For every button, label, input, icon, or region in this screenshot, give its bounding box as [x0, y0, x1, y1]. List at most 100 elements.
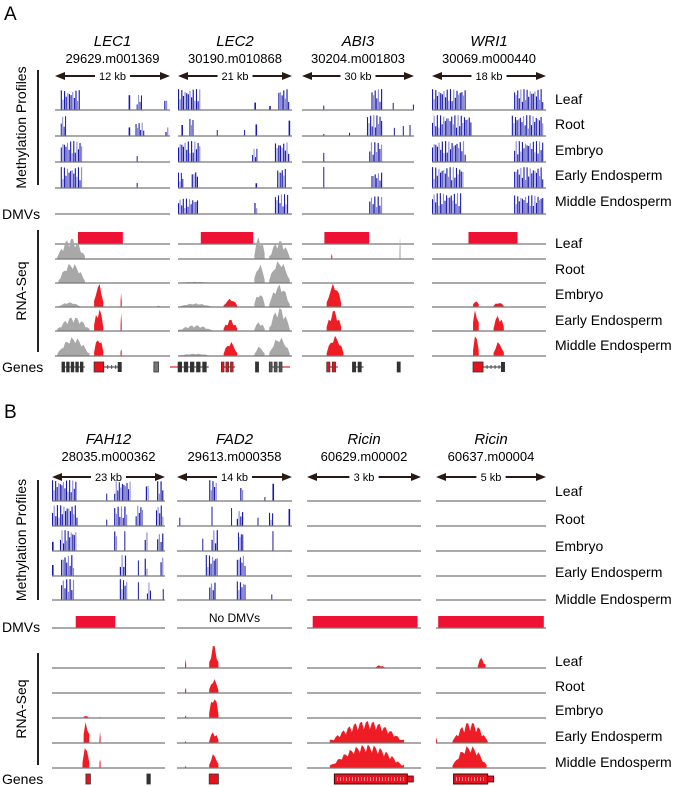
methylation-bar [71, 555, 73, 576]
gene-model-exon [66, 361, 70, 373]
gene-model-exon [196, 361, 201, 373]
methylation-bar [458, 206, 460, 214]
methylation-bar [61, 485, 63, 501]
methylation-bar [517, 169, 519, 188]
rnaseq-coverage-gene [120, 312, 122, 331]
methylation-bar [117, 506, 119, 526]
methylation-bar [70, 95, 72, 110]
methylation-bar [53, 490, 55, 501]
methylation-bar [370, 197, 373, 214]
methylation-bar [147, 486, 149, 501]
methylation-bar [216, 130, 218, 136]
rnaseq-coverage-other [254, 295, 265, 307]
methylation-bar [438, 127, 440, 136]
rnaseq-coverage-gene [185, 658, 187, 668]
methylation-bar [323, 133, 325, 136]
methylation-bar [123, 484, 125, 501]
methylation-bar [61, 559, 63, 576]
methylation-bar [157, 539, 159, 551]
methylation-bar [432, 147, 434, 162]
methylation-bar [540, 150, 542, 162]
methylation-bar [122, 580, 125, 600]
arrow-left-icon [302, 72, 312, 80]
methylation-bar [72, 568, 75, 576]
rnaseq-coverage-gene [209, 699, 219, 718]
methylation-bar [438, 205, 440, 214]
methylation-bar [269, 106, 271, 110]
methylation-bar [540, 89, 542, 110]
methylation-bar [207, 567, 209, 576]
methylation-bar [442, 193, 445, 214]
methylation-bar [454, 177, 456, 188]
gene-model-exon [93, 361, 105, 373]
rnaseq-track [432, 336, 546, 357]
methylation-bar [244, 565, 246, 576]
methylation-track [177, 480, 292, 502]
gene-id: 30190.m010868 [188, 51, 282, 66]
rnaseq-coverage-other [269, 240, 290, 259]
span-label: 12 kb [99, 71, 126, 83]
methylation-track [177, 506, 292, 527]
methylation-bar [443, 116, 445, 136]
methylation-bar [155, 510, 158, 526]
methylation-bar [374, 90, 376, 110]
methylation-bar [432, 167, 434, 188]
rnaseq-coverage-other [178, 303, 213, 307]
rnaseq-track [178, 284, 292, 308]
methylation-bar [119, 516, 121, 526]
methylation-bar [210, 563, 212, 576]
arrow-right-icon [411, 473, 421, 481]
rnaseq-coverage-gene [94, 309, 104, 331]
dmv-region [200, 232, 254, 244]
methylation-bar [446, 168, 448, 188]
gene-model-track [472, 361, 505, 373]
rnaseq-coverage-gene [326, 335, 344, 356]
methylation-bar [277, 170, 279, 188]
methylation-bar [178, 147, 180, 162]
methylation-bar [73, 514, 75, 526]
methylation-bar [215, 482, 217, 501]
gene-id: 60637.m00004 [448, 449, 535, 464]
rnaseq-label-group: RNA-Seq [13, 653, 39, 765]
methylation-bar [514, 117, 517, 136]
gene-model-track [208, 773, 219, 785]
span-label: 23 kb [95, 472, 122, 484]
methylation-bar [193, 202, 195, 214]
methylation-bar [446, 152, 448, 162]
rnaseq-track [55, 238, 170, 260]
methylation-bar [514, 92, 516, 110]
methylation-bar [462, 95, 465, 110]
methylation-bar [56, 505, 59, 526]
methylation-bar [59, 539, 61, 551]
methylation-bar [65, 96, 67, 110]
methylation-bar [120, 506, 123, 526]
methylation-bar [212, 556, 214, 576]
methylation-bar [67, 530, 69, 551]
methylation-bar [212, 590, 214, 600]
rnaseq-track [177, 679, 292, 694]
methylation-track [52, 505, 165, 527]
methylation-bar [135, 516, 137, 526]
rnaseq-track [436, 746, 546, 769]
methylation-bar [255, 124, 258, 136]
methylation-bar [537, 168, 539, 188]
methylation-bar [534, 170, 536, 188]
methylation-bar [123, 566, 125, 576]
methylation-bar [62, 580, 64, 600]
methylation-bar [146, 593, 148, 600]
methylation-bar [435, 144, 437, 162]
methylation-bar [531, 93, 533, 110]
methylation-bar [70, 532, 72, 551]
methylation-bar [162, 516, 164, 526]
methylation-bar [71, 153, 73, 162]
methylation-bar [75, 481, 77, 501]
methylation-bar [69, 480, 71, 501]
rnaseq-row-label: Leaf [555, 653, 582, 669]
methylation-bar [377, 196, 379, 214]
methylation-bar [137, 505, 139, 526]
methylation-bar [124, 531, 126, 551]
methylation-bar [186, 149, 188, 162]
methylation-bar [184, 142, 186, 162]
methylation-bar [521, 141, 523, 162]
methylation-bar [191, 97, 193, 110]
